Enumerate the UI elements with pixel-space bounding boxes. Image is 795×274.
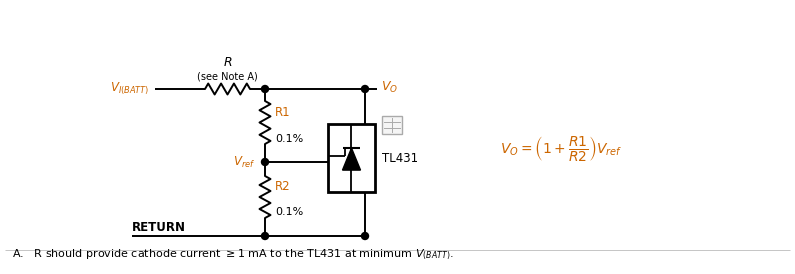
Text: R1: R1 xyxy=(275,107,291,119)
Text: TL431: TL431 xyxy=(382,152,418,164)
Circle shape xyxy=(362,233,369,239)
Circle shape xyxy=(362,85,369,93)
Text: $\mathit{V}_{ref}$: $\mathit{V}_{ref}$ xyxy=(233,155,255,170)
Text: $V_O = \left(1 + \dfrac{R1}{R2}\right) V_{ref}$: $V_O = \left(1 + \dfrac{R1}{R2}\right) V… xyxy=(500,135,622,164)
Bar xyxy=(382,116,402,134)
Circle shape xyxy=(262,158,269,165)
Text: R2: R2 xyxy=(275,180,291,193)
Text: (see Note A): (see Note A) xyxy=(197,72,258,82)
Text: 0.1%: 0.1% xyxy=(275,207,303,217)
Text: R: R xyxy=(223,56,232,69)
Text: A.   R should provide cathode current $\geq$1 mA to the TL431 at minimum $V_{(BA: A. R should provide cathode current $\ge… xyxy=(12,248,454,262)
Polygon shape xyxy=(343,148,360,170)
Text: $\mathit{V}_O$: $\mathit{V}_O$ xyxy=(381,79,398,95)
Text: $\mathit{V}_{\mathit{I(BATT)}}$: $\mathit{V}_{\mathit{I(BATT)}}$ xyxy=(111,81,150,97)
Text: RETURN: RETURN xyxy=(132,221,186,234)
Text: 0.1%: 0.1% xyxy=(275,133,303,144)
Circle shape xyxy=(262,233,269,239)
Bar xyxy=(328,124,375,192)
Circle shape xyxy=(262,85,269,93)
